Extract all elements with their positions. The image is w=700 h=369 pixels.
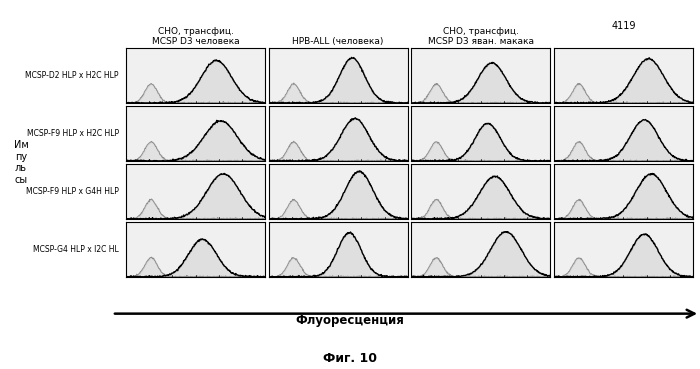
Text: CHO, трансфиц.
MCSP D3 яван. макака: CHO, трансфиц. MCSP D3 яван. макака xyxy=(428,27,534,46)
Text: Им
пу
ль
сы: Им пу ль сы xyxy=(13,140,29,185)
Text: MCSP-F9 HLP x H2C HLP: MCSP-F9 HLP x H2C HLP xyxy=(27,129,119,138)
Text: Флуоресценция: Флуоресценция xyxy=(295,314,405,327)
Text: MCSP-G4 HLP x I2C HL: MCSP-G4 HLP x I2C HL xyxy=(33,245,119,254)
Text: Фиг. 10: Фиг. 10 xyxy=(323,352,377,365)
Text: 4119: 4119 xyxy=(611,21,636,31)
Text: CHO, трансфиц.
MCSP D3 человека: CHO, трансфиц. MCSP D3 человека xyxy=(152,27,239,46)
Text: HPB-ALL (человека): HPB-ALL (человека) xyxy=(293,37,384,46)
Text: MCSP-D2 HLP x H2C HLP: MCSP-D2 HLP x H2C HLP xyxy=(25,71,119,80)
Text: MCSP-F9 HLP x G4H HLP: MCSP-F9 HLP x G4H HLP xyxy=(26,187,119,196)
